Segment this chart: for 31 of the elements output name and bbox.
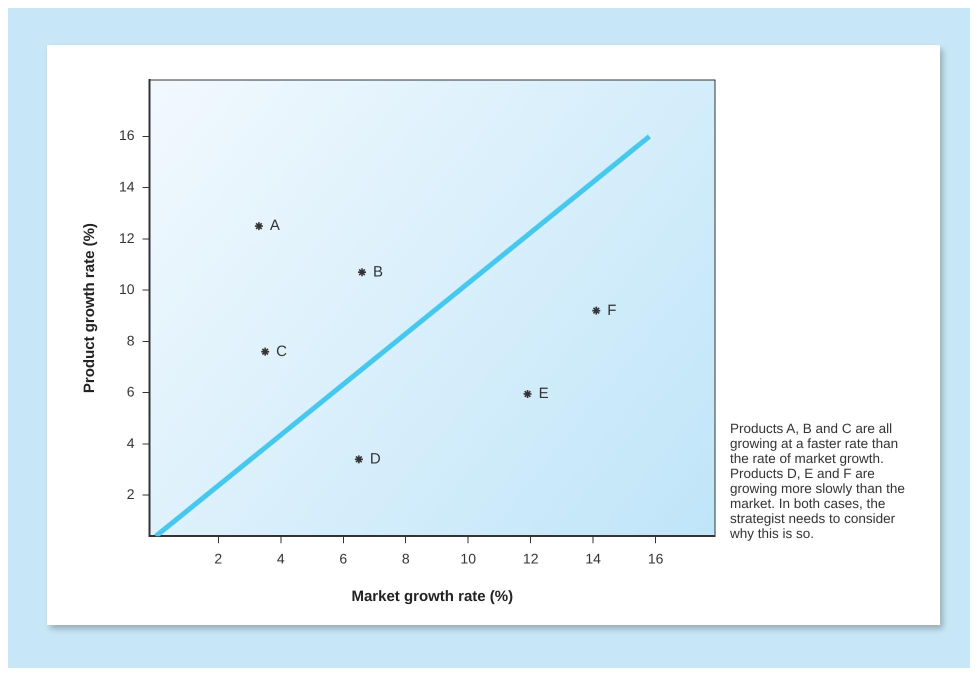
y-tick-label: 14: [118, 178, 135, 194]
y-axis-title: Product growth rate (%): [81, 223, 98, 394]
annotation: D: [370, 450, 381, 468]
y-tick-label: 6: [126, 384, 135, 400]
annotation: E: [538, 385, 549, 402]
annotation: B: [373, 263, 384, 280]
y-tick-label: 10: [118, 281, 135, 298]
x-tick-label: 8: [402, 550, 410, 566]
annotation: C: [276, 342, 288, 360]
point: [254, 221, 264, 231]
x-tick-label: 2: [214, 550, 222, 566]
y-tick-label: 2: [126, 486, 135, 502]
x-tick-label: 6: [339, 550, 348, 566]
y-tick-label: 12: [118, 230, 135, 246]
y-tick-label: 4: [126, 434, 135, 451]
x-axis-title: Market growth rate (%): [351, 588, 514, 606]
point: [522, 389, 532, 399]
point: [591, 306, 602, 316]
x-tick-label: 14: [585, 550, 602, 566]
point: [354, 454, 364, 464]
x-tick-label: 10: [460, 550, 476, 566]
point: [357, 267, 367, 278]
y-tick-label: 8: [126, 332, 135, 348]
annotation: F: [607, 302, 616, 319]
y-tick-label: 16: [118, 127, 135, 144]
x-tick-label: 16: [648, 550, 664, 566]
annotation: A: [270, 217, 280, 234]
x-tick-label: 4: [276, 550, 285, 566]
x-tick-label: 12: [522, 550, 539, 566]
text: Products A, B and C are all growing at a faster rate than the rate of market growth. Products D, E and F are growing more slowly than the market. In both cases, the strategist needs to consider why this is so.: [730, 421, 906, 541]
point: [260, 346, 270, 356]
